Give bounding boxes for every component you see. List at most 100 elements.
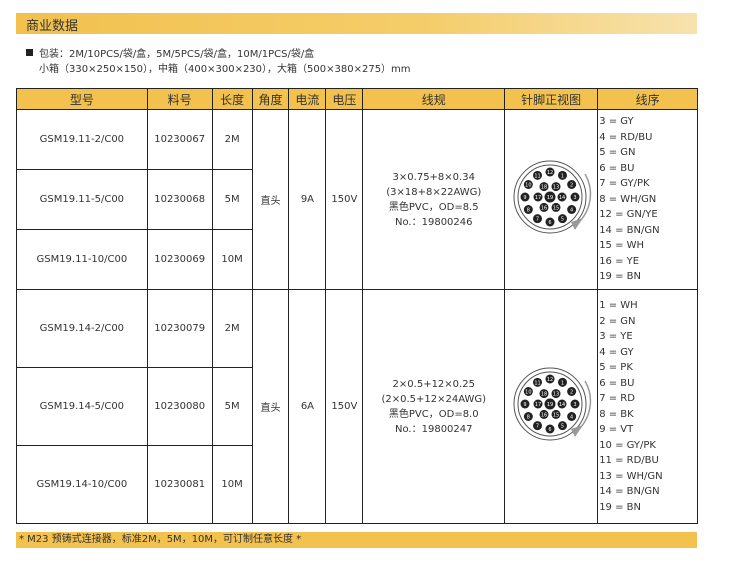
- svg-text:4: 4: [570, 208, 573, 214]
- wiring-line: 12 = GN/YE: [599, 209, 658, 221]
- footer-note-bar: * M23 预铸式连接器，标准2M，5M，10M，可订制任意长度 *: [16, 532, 697, 548]
- pin: [533, 214, 543, 224]
- table-row: GSM19.11-2/C00 10230067 2M 直头 9A 150V 3×0.75+8…: [16, 109, 698, 290]
- pin: [558, 421, 568, 431]
- pin: [533, 377, 543, 387]
- wiring-line: 15 = WH: [599, 240, 645, 252]
- wiring-line: 13 = WH/GN: [599, 470, 663, 482]
- part-number-cell: 10230081: [146, 445, 213, 524]
- svg-text:14: 14: [559, 402, 565, 408]
- svg-text:12: 12: [547, 170, 553, 176]
- wiring-line: 4 = GY: [599, 346, 634, 358]
- pin: [545, 217, 555, 227]
- svg-text:16: 16: [541, 205, 547, 211]
- svg-text:8: 8: [527, 208, 530, 214]
- svg-text:10: 10: [525, 183, 531, 189]
- length-cell: 10M: [211, 229, 253, 290]
- svg-text:17: 17: [535, 402, 541, 408]
- pin: [551, 202, 561, 212]
- svg-text:11: 11: [535, 380, 541, 386]
- wiring-line: 4 = RD/BU: [599, 131, 653, 143]
- pin: [524, 412, 534, 421]
- gauge-line: (2×0.5+12×24AWG): [381, 393, 487, 405]
- angle-cell: 直头: [251, 289, 290, 524]
- wiring-cell: 3 = GY 4 = RD/BU 5 = GN 6 = BU 7 = GY/PK 8 = …: [597, 109, 698, 290]
- model-cell: GSM19.11-10/C00: [16, 229, 148, 290]
- gauge-line: 黑色PVC，OD=8.0: [388, 408, 479, 420]
- gauge-line: No.：19800247: [395, 423, 473, 435]
- wiring-line: 14 = BN/GN: [599, 224, 660, 236]
- pin: [524, 180, 534, 189]
- voltage-cell: 150V: [325, 109, 364, 290]
- voltage-cell: 150V: [325, 289, 364, 524]
- part-number-cell: 10230080: [146, 367, 213, 446]
- pin: [533, 399, 543, 409]
- wiring-line: 11 = RD/BU: [599, 455, 659, 466]
- length-cell: 2M: [211, 109, 253, 170]
- model-cell: GSM19.14-5/C00: [16, 367, 148, 446]
- wiring-line: 19 = BN: [599, 501, 641, 513]
- wiring-line: 14 = BN/GN: [599, 486, 660, 497]
- gauge-cell: 3×0.75+8×0.34 (3×18+8×22AWG) 黑色PVC，OD=8.5 N…: [362, 109, 506, 290]
- wiring-line: 1 = WH: [599, 300, 638, 311]
- length-cell: 5M: [211, 367, 253, 446]
- gauge-line: 2×0.5+12×0.25: [392, 378, 475, 390]
- column-header: 长度: [211, 88, 253, 110]
- svg-text:12: 12: [547, 377, 553, 383]
- pin: [524, 387, 534, 396]
- column-header: 电压: [325, 88, 364, 110]
- pin: [545, 167, 555, 177]
- pin: [558, 214, 568, 224]
- pin: [524, 205, 534, 214]
- pin: [544, 191, 556, 203]
- pin: [551, 389, 561, 399]
- svg-text:17: 17: [535, 195, 541, 201]
- svg-text:5: 5: [561, 217, 564, 223]
- model-cell: GSM19.14-2/C00: [16, 289, 148, 368]
- pin: [539, 182, 549, 192]
- gauge-line: 3×0.75+8×0.34: [392, 171, 475, 183]
- wiring-line: 5 = PK: [599, 362, 633, 373]
- gauge-line: (3×18+8×22AWG): [386, 186, 482, 198]
- svg-text:1: 1: [561, 380, 564, 386]
- pin: [533, 421, 543, 431]
- section-title-bar: 商业数据: [16, 13, 697, 34]
- pin: [567, 412, 577, 421]
- wiring-line: 8 = BK: [599, 408, 634, 420]
- wiring-line: 2 = GN: [599, 315, 636, 327]
- wiring-line: 3 = YE: [599, 331, 633, 342]
- packaging-line-1: 包装：2M/10PCS/袋/盒，5M/5PCS/袋/盒，10M/1PCS/袋/盒: [39, 49, 315, 60]
- svg-text:6: 6: [549, 427, 552, 433]
- svg-text:16: 16: [541, 412, 547, 418]
- wiring-cell: 1 = WH 2 = GN 3 = YE 4 = GY 5 = PK 6 = BU 7 = …: [597, 289, 698, 524]
- wiring-line: 19 = BN: [599, 271, 641, 283]
- pin: [539, 389, 549, 399]
- svg-text:18: 18: [541, 185, 547, 191]
- table-row: GSM19.11-5/C00 10230068 5M: [16, 169, 698, 230]
- svg-text:3: 3: [574, 402, 577, 408]
- wiring-line: 16 = YE: [599, 255, 640, 267]
- svg-text:19: 19: [547, 402, 553, 408]
- angle-cell: 直头: [251, 109, 290, 290]
- part-number-cell: 10230079: [146, 289, 213, 368]
- pin: [539, 202, 549, 212]
- length-cell: 10M: [211, 445, 253, 524]
- part-number-cell: 10230068: [146, 169, 213, 230]
- pin: [557, 192, 567, 202]
- wiring-line: 3 = GY: [599, 116, 634, 128]
- svg-text:9: 9: [524, 402, 527, 408]
- gauge-line: No.：19800246: [395, 216, 473, 228]
- pin: [570, 192, 580, 202]
- svg-text:15: 15: [553, 205, 559, 211]
- svg-text:14: 14: [559, 195, 565, 201]
- model-cell: GSM19.11-5/C00: [16, 169, 148, 230]
- product-table: 型号 料号 长度 角度 电流 电压 线规 针脚正视图 线序 GSM19.11-2/C00 1023…: [16, 88, 698, 524]
- svg-text:6: 6: [549, 220, 552, 226]
- svg-text:9: 9: [524, 195, 527, 201]
- wiring-line: 8 = WH/GN: [599, 193, 657, 205]
- wiring-line: 6 = BU: [599, 377, 635, 389]
- pin: [567, 205, 577, 214]
- pin: [539, 409, 549, 419]
- pin: [551, 409, 561, 419]
